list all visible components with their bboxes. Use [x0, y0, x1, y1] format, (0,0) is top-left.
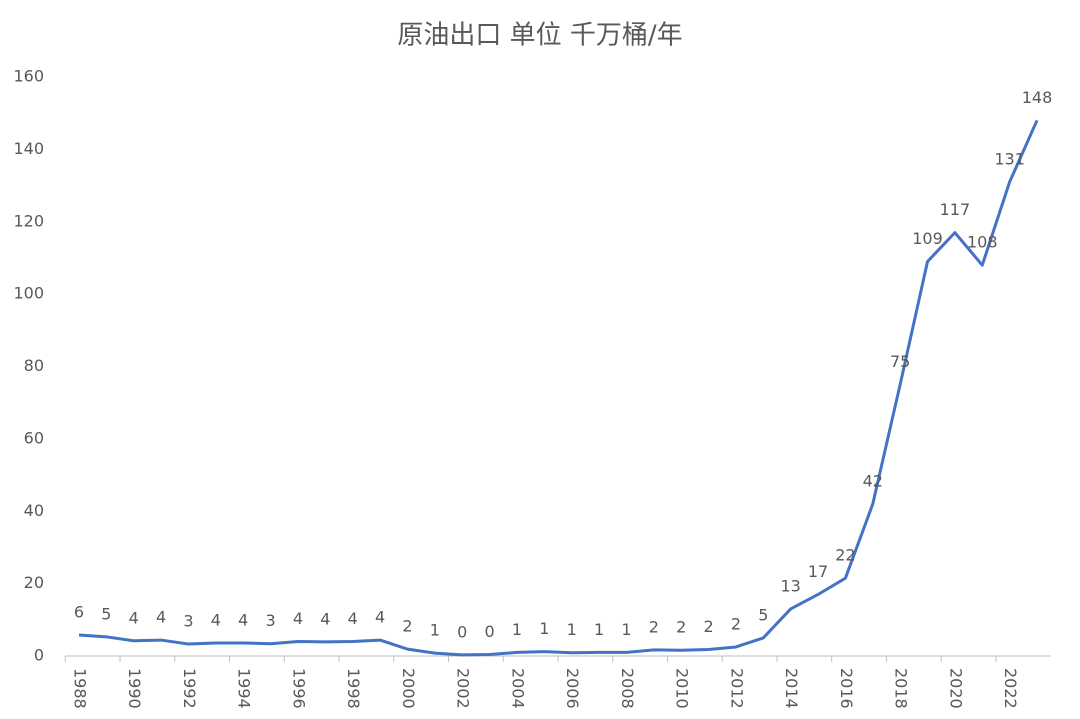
y-tick-label: 40 [24, 501, 44, 520]
data-label: 4 [320, 609, 330, 628]
data-label: 4 [238, 610, 248, 629]
data-label: 2 [703, 617, 713, 636]
data-label: 1 [621, 620, 631, 639]
data-label: 6 [74, 603, 84, 622]
data-label: 42 [863, 472, 883, 491]
data-label: 17 [808, 562, 828, 581]
x-tick-label: 1994 [235, 668, 254, 709]
data-label: 4 [129, 608, 139, 627]
data-label: 2 [676, 618, 686, 637]
data-label: 3 [183, 612, 193, 631]
data-label: 22 [835, 546, 855, 565]
data-label: 0 [484, 622, 494, 641]
x-tick-label: 2022 [1001, 668, 1020, 709]
x-tick-label: 2010 [673, 668, 692, 709]
data-label: 109 [912, 229, 943, 248]
x-tick-label: 1998 [344, 668, 363, 709]
data-label: 1 [430, 621, 440, 640]
chart-title: 原油出口 单位 千万桶/年 [397, 21, 682, 51]
x-tick-label: 2018 [892, 668, 911, 709]
x-tick-label: 1996 [289, 668, 308, 709]
data-label: 0 [457, 622, 467, 641]
data-label: 4 [293, 609, 303, 628]
y-tick-label: 120 [13, 211, 44, 230]
data-label: 4 [348, 609, 358, 628]
x-tick-label: 2014 [782, 668, 801, 709]
data-label: 5 [101, 604, 111, 623]
data-label: 1 [539, 619, 549, 638]
x-tick-label: 1990 [125, 668, 144, 709]
data-label: 1 [594, 620, 604, 639]
data-label: 2 [402, 617, 412, 636]
y-tick-label: 80 [24, 356, 44, 375]
x-tick-label: 2000 [399, 668, 418, 709]
x-tick-label: 1992 [180, 668, 199, 709]
x-tick-label: 2002 [454, 668, 473, 709]
x-tick-label: 2008 [618, 668, 637, 709]
line [78, 119, 1039, 657]
data-label: 4 [156, 608, 166, 627]
y-tick-label: 160 [13, 67, 44, 86]
x-tick-label: 2012 [727, 668, 746, 709]
data-label: 131 [994, 149, 1025, 168]
data-label: 13 [780, 576, 800, 595]
data-label: 148 [1022, 88, 1053, 107]
data-label: 3 [266, 611, 276, 630]
data-label: 1 [512, 620, 522, 639]
data-label: 117 [940, 200, 971, 219]
y-tick-label: 0 [34, 646, 44, 665]
x-tick-label: 2020 [946, 668, 965, 709]
y-tick-label: 20 [24, 573, 44, 592]
x-tick-label: 1988 [71, 668, 90, 709]
x-tick-label: 2006 [563, 668, 582, 709]
x-tick-label: 2004 [508, 668, 527, 709]
y-tick-label: 140 [13, 139, 44, 158]
data-label: 2 [649, 617, 659, 636]
data-label: 75 [890, 352, 910, 371]
data-label: 5 [758, 605, 768, 624]
y-tick-label: 100 [13, 284, 44, 303]
y-tick-label: 60 [24, 428, 44, 447]
x-tick-label: 2016 [837, 668, 856, 709]
data-label: 4 [375, 608, 385, 627]
data-label: 108 [967, 233, 998, 252]
data-label: 1 [567, 620, 577, 639]
data-label: 4 [211, 610, 221, 629]
data-label: 2 [731, 614, 741, 633]
